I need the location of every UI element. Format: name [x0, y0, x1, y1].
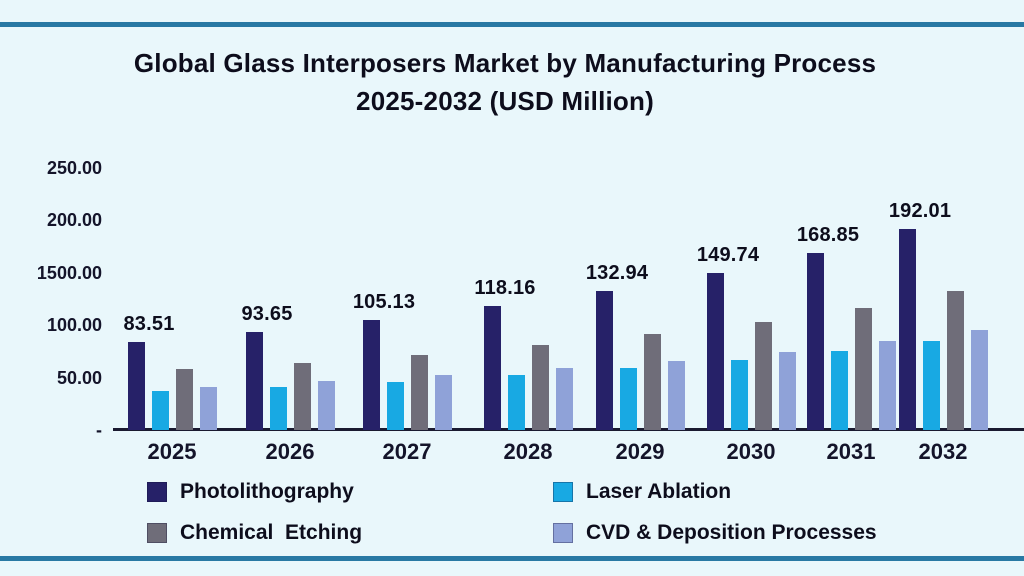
legend-item-laser-ablation: Laser Ablation: [553, 480, 877, 504]
bar-chemical-etching-2026: [294, 363, 311, 430]
bar-value-label-2029: 132.94: [585, 262, 649, 284]
bar-value-label-2027: 105.13: [352, 291, 416, 313]
bar-cvd-deposition-processes-2025: [200, 387, 217, 430]
bar-chemical-etching-2025: [176, 369, 193, 430]
bar-value-label-2026: 93.65: [241, 303, 293, 325]
legend-swatch-laser-ablation: [553, 482, 573, 502]
y-axis-tick-label: -: [96, 420, 102, 440]
legend-label-photolithography: Photolithography: [180, 480, 354, 503]
bar-photolithography-2028: [484, 306, 501, 430]
x-axis-label-2025: 2025: [147, 439, 197, 464]
bar-value-label-2031: 168.85: [796, 224, 860, 246]
bar-cvd-deposition-processes-2028: [556, 368, 573, 430]
legend-swatch-cvd-deposition-processes: [553, 523, 573, 543]
bar-cvd-deposition-processes-2026: [318, 381, 335, 430]
chart-title: Global Glass Interposers Market by Manuf…: [0, 44, 1010, 120]
bar-chemical-etching-2029: [644, 334, 661, 430]
bar-laser-ablation-2027: [387, 382, 404, 430]
bar-cvd-deposition-processes-2027: [435, 375, 452, 430]
bar-cvd-deposition-processes-2030: [779, 352, 796, 430]
bar-chemical-etching-2027: [411, 355, 428, 430]
legend-item-chemical-etching: Chemical Etching: [147, 521, 553, 545]
bar-laser-ablation-2025: [152, 391, 169, 430]
legend-label-laser-ablation: Laser Ablation: [586, 480, 732, 503]
bar-chemical-etching-2031: [855, 308, 872, 430]
bar-photolithography-2027: [363, 320, 380, 430]
bar-cvd-deposition-processes-2031: [879, 341, 896, 430]
bar-laser-ablation-2030: [731, 360, 748, 430]
x-axis-label-2029: 2029: [615, 439, 665, 464]
bottom-divider-rule: [0, 556, 1024, 561]
bar-laser-ablation-2028: [508, 375, 525, 430]
legend-swatch-photolithography: [147, 482, 167, 502]
bar-value-label-2030: 149.74: [696, 244, 760, 266]
bar-photolithography-2025: [128, 342, 145, 430]
bar-laser-ablation-2026: [270, 387, 287, 430]
chart-title-line-1: Global Glass Interposers Market by Manuf…: [133, 48, 877, 78]
legend-label-chemical-etching: Chemical Etching: [180, 521, 363, 544]
bar-laser-ablation-2032: [923, 341, 940, 430]
x-axis-label-2028: 2028: [503, 439, 553, 464]
bar-value-label-2025: 83.51: [123, 313, 175, 335]
y-axis-tick-label: 1500.00: [36, 263, 102, 283]
x-axis-label-2032: 2032: [918, 439, 968, 464]
bar-photolithography-2029: [596, 291, 613, 430]
legend-item-cvd-deposition-processes: CVD & Deposition Processes: [553, 521, 877, 545]
top-divider-rule: [0, 22, 1024, 27]
bar-laser-ablation-2029: [620, 368, 637, 430]
bar-chemical-etching-2030: [755, 322, 772, 430]
y-axis-tick-label: 250.00: [46, 158, 102, 178]
legend-label-cvd-deposition-processes: CVD & Deposition Processes: [586, 521, 877, 544]
bar-chemical-etching-2032: [947, 291, 964, 430]
chart-legend: Photolithography Laser Ablation Chemical E…: [147, 480, 877, 545]
bar-photolithography-2032: [899, 229, 916, 430]
y-axis-tick-label: 100.00: [46, 315, 102, 335]
y-axis-tick-label: 50.00: [56, 368, 102, 388]
bar-value-label-2032: 192.01: [888, 200, 952, 222]
x-axis-label-2027: 2027: [382, 439, 432, 464]
legend-swatch-chemical-etching: [147, 523, 167, 543]
bar-photolithography-2026: [246, 332, 263, 430]
bar-cvd-deposition-processes-2029: [668, 361, 685, 430]
bar-photolithography-2031: [807, 253, 824, 430]
x-axis-label-2026: 2026: [265, 439, 315, 464]
bar-value-label-2028: 118.16: [474, 277, 536, 299]
legend-item-photolithography: Photolithography: [147, 480, 553, 504]
x-axis-label-2031: 2031: [826, 439, 876, 464]
y-axis-tick-label: 200.00: [46, 210, 102, 230]
chart-title-line-2: 2025-2032 (USD Million): [356, 86, 654, 116]
bar-chemical-etching-2028: [532, 345, 549, 430]
x-axis-label-2030: 2030: [726, 439, 776, 464]
bar-photolithography-2030: [707, 273, 724, 430]
bar-cvd-deposition-processes-2032: [971, 330, 988, 430]
bar-laser-ablation-2031: [831, 351, 848, 430]
